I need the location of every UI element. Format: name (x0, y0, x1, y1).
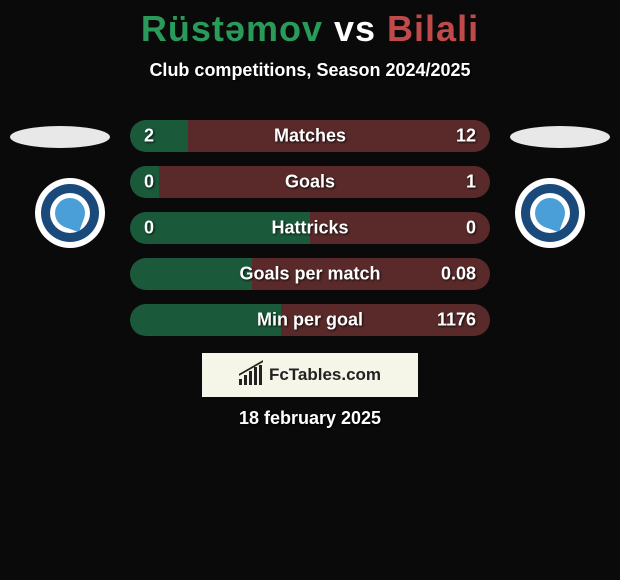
stat-bar-right-value: 1176 (437, 310, 476, 331)
stat-bar-row: Min per goal 1176 (130, 304, 490, 336)
snapshot-date: 18 february 2025 (0, 408, 620, 429)
stat-bar-left-fill (130, 120, 188, 152)
club-badge-swirl (530, 193, 570, 233)
stat-bar-right-value: 0 (466, 218, 476, 239)
stat-bar-left-value: 0 (144, 218, 154, 239)
stat-bar-row: Hattricks 0 0 (130, 212, 490, 244)
stat-bar-left-fill (130, 258, 252, 290)
club-badge-inner (521, 184, 579, 242)
stat-bar-label: Goals (285, 172, 335, 193)
player1-club-badge (35, 178, 105, 248)
fctables-logo-box: FcTables.com (202, 353, 418, 397)
comparison-title: Rüstəmov vs Bilali (0, 0, 620, 50)
season-subtitle: Club competitions, Season 2024/2025 (0, 60, 620, 81)
fctables-chart-icon (239, 365, 263, 385)
stat-bar-label: Goals per match (239, 264, 380, 285)
stat-bar-right-value: 12 (456, 126, 476, 147)
stat-bar-left-value: 2 (144, 126, 154, 147)
player2-name: Bilali (387, 8, 479, 49)
stat-bar-left-value: 0 (144, 172, 154, 193)
club-badge-inner (41, 184, 99, 242)
stat-bar-right-value: 1 (466, 172, 476, 193)
stat-bar-label: Hattricks (271, 218, 348, 239)
player2-club-badge (515, 178, 585, 248)
stat-bar-row: Matches 2 12 (130, 120, 490, 152)
stat-bar-row: Goals per match 0.08 (130, 258, 490, 290)
player1-name: Rüstəmov (141, 8, 323, 49)
stat-bar-row: Goals 0 1 (130, 166, 490, 198)
stat-bars-container: Matches 2 12 Goals 0 1 Hattricks 0 0 Goals per ma… (130, 120, 490, 350)
player1-shadow-ellipse (10, 126, 110, 148)
stat-bar-right-value: 0.08 (441, 264, 476, 285)
player2-shadow-ellipse (510, 126, 610, 148)
stat-bar-label: Matches (274, 126, 346, 147)
stat-bar-label: Min per goal (257, 310, 363, 331)
club-badge-swirl (50, 193, 90, 233)
fctables-logo-text: FcTables.com (269, 365, 381, 385)
vs-text: vs (334, 8, 376, 49)
